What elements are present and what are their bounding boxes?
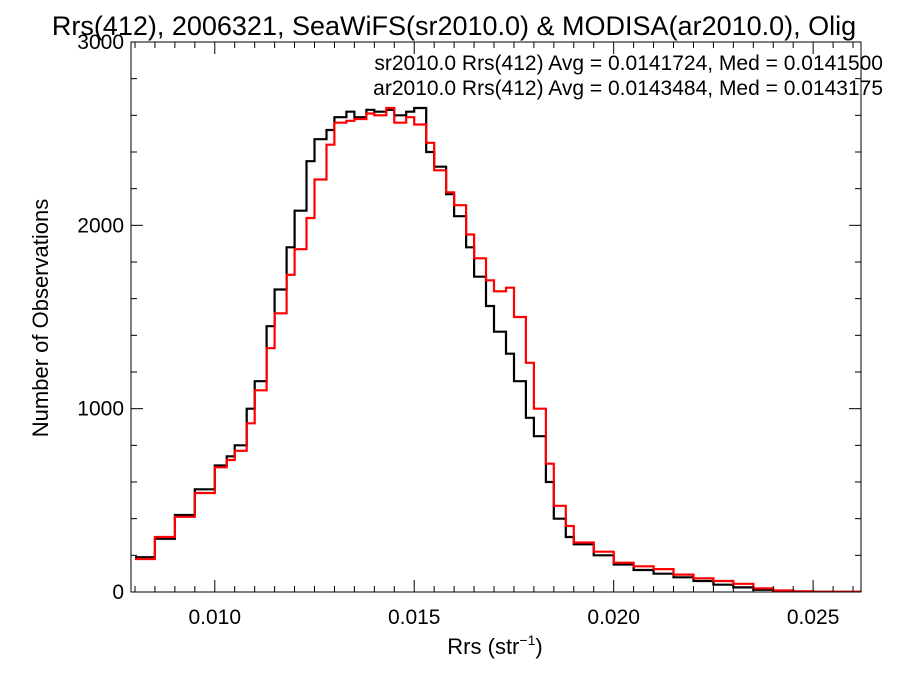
legend-entry-0: sr2010.0 Rrs(412) Avg = 0.0141724, Med =… — [374, 52, 883, 75]
tick-layer: 0.010 0.015 0.020 0.025 0 1000 2000 3000 — [77, 31, 861, 629]
x-tick-label: 0.015 — [388, 606, 441, 629]
x-axis-label: Rrs (str−1) — [447, 632, 542, 659]
legend-entry-1: ar2010.0 Rrs(412) Avg = 0.0143484, Med =… — [373, 77, 883, 100]
x-tick-label: 0.020 — [587, 606, 640, 629]
series-layer — [135, 106, 861, 592]
x-tick-label: 0.025 — [787, 606, 840, 629]
y-tick-label: 2000 — [77, 214, 124, 237]
x-tick-label: 0.010 — [188, 606, 241, 629]
x-axis-label-superscript: −1 — [519, 632, 535, 648]
series-line-1 — [135, 106, 861, 592]
y-tick-label: 3000 — [77, 31, 124, 54]
x-axis-label-main: Rrs (str — [447, 634, 519, 659]
y-axis-label: Number of Observations — [28, 199, 53, 437]
x-axis-label-tail: ) — [535, 634, 542, 659]
y-tick-label: 0 — [112, 581, 124, 604]
plot-frame — [130, 41, 862, 593]
chart-title: Rrs(412), 2006321, SeaWiFS(sr2010.0) & M… — [52, 11, 856, 41]
series-line-0 — [135, 106, 861, 592]
y-tick-label: 1000 — [77, 398, 124, 421]
